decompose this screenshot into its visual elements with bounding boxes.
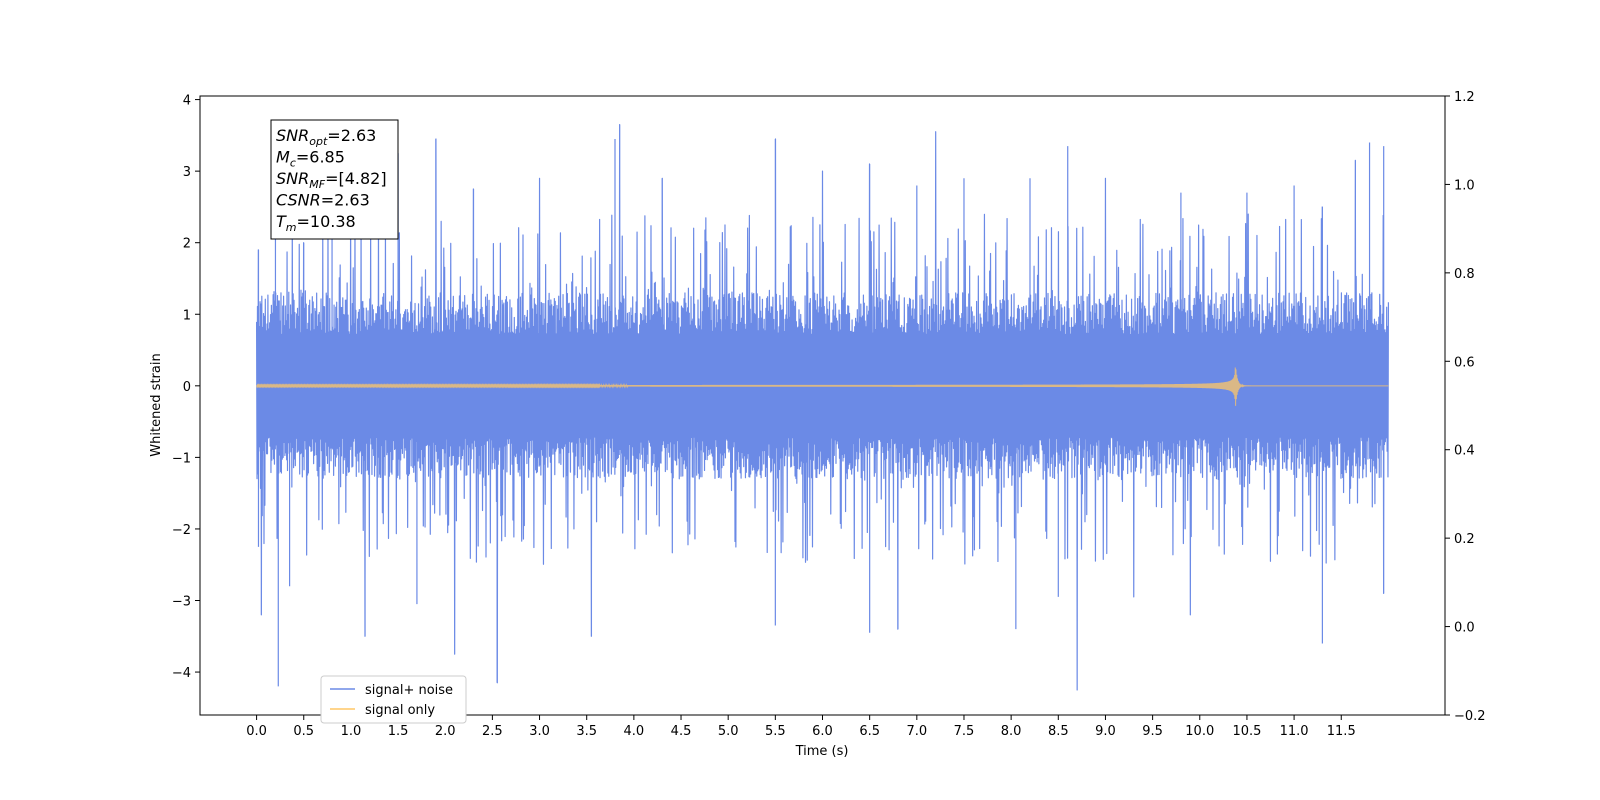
- x-tick-label: 0.5: [293, 724, 314, 739]
- x-tick-label: 11.5: [1327, 724, 1356, 739]
- y2-tick-label: 0.0: [1454, 621, 1475, 636]
- y-axis-label: Whitened strain: [149, 353, 164, 456]
- x-tick-label: 7.0: [906, 724, 927, 739]
- x-tick-label: 1.0: [341, 724, 362, 739]
- y2-tick-label: 1.0: [1454, 178, 1475, 193]
- legend: signal+ noise signal only: [320, 675, 467, 724]
- x-tick-label: 10.5: [1232, 724, 1261, 739]
- x-axis-label: Time (s): [795, 744, 849, 759]
- x-tick-label: 2.0: [435, 724, 456, 739]
- x-tick-label: 11.0: [1280, 724, 1309, 739]
- y-tick-label: 0: [183, 380, 191, 395]
- y-tick-label: −4: [172, 666, 191, 681]
- y-axis-left: −4 −3 −2 −1 0 1 2 3 4: [172, 94, 200, 681]
- y-tick-label: −1: [172, 451, 191, 466]
- x-tick-label: 8.0: [1001, 724, 1022, 739]
- x-tick-label: 3.0: [529, 724, 550, 739]
- x-tick-label: 5.0: [718, 724, 739, 739]
- x-tick-label: 6.0: [812, 724, 833, 739]
- y2-tick-label: −0.2: [1454, 709, 1486, 724]
- series-layer: [255, 124, 1390, 691]
- x-tick-label: 0.0: [246, 724, 267, 739]
- info-line: CSNR=2.63: [276, 191, 370, 210]
- x-tick-label: 6.5: [859, 724, 880, 739]
- y2-tick-label: 0.2: [1454, 532, 1475, 547]
- y-tick-label: −3: [172, 595, 191, 610]
- x-tick-label: 4.0: [624, 724, 645, 739]
- info-line: Tm=10.38: [276, 212, 356, 234]
- x-tick-label: 2.5: [482, 724, 503, 739]
- y-tick-label: −2: [172, 523, 191, 538]
- info-box-frame: [270, 119, 399, 240]
- x-tick-label: 7.5: [954, 724, 975, 739]
- y-tick-label: 2: [183, 237, 191, 252]
- y-axis-right: −0.2 0.0 0.2 0.4 0.6 0.8 1.0 1.2: [1445, 90, 1486, 724]
- y-tick-label: 3: [183, 165, 191, 180]
- legend-label-signal-noise: signal+ noise: [365, 683, 453, 698]
- y2-tick-label: 0.6: [1454, 355, 1475, 370]
- info-line: Mc=6.85: [276, 148, 345, 170]
- info-line: SNRMF=[4.82]: [276, 169, 387, 191]
- y-tick-label: 4: [183, 94, 191, 109]
- x-axis: 0.0 0.5 1.0 1.5 2.0 2.5 3.0 3.5 4.0 4.5 5.0 5.5 6.0 6…: [246, 715, 1356, 739]
- x-tick-label: 1.5: [388, 724, 409, 739]
- x-tick-label: 4.5: [671, 724, 692, 739]
- y2-tick-label: 0.8: [1454, 267, 1475, 282]
- series-signal-noise: [255, 124, 1390, 691]
- x-tick-label: 9.5: [1142, 724, 1163, 739]
- y-tick-label: 1: [183, 308, 191, 323]
- info-line: SNRopt=2.63: [276, 126, 376, 148]
- x-tick-label: 9.0: [1095, 724, 1116, 739]
- legend-frame: [320, 675, 467, 724]
- legend-label-signal-only: signal only: [365, 703, 435, 718]
- x-tick-label: 8.5: [1048, 724, 1069, 739]
- x-tick-label: 10.0: [1185, 724, 1214, 739]
- y2-tick-label: 1.2: [1454, 90, 1475, 105]
- y2-tick-label: 0.4: [1454, 444, 1475, 459]
- series-signal-only: [256, 367, 1389, 406]
- x-tick-label: 3.5: [576, 724, 597, 739]
- x-tick-label: 5.5: [765, 724, 786, 739]
